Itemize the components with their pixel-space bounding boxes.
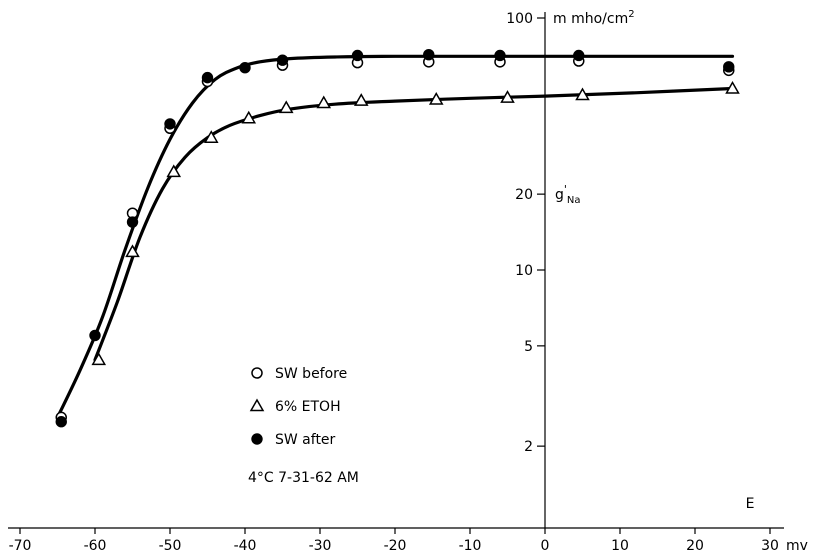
y-tick-label: 2 bbox=[524, 439, 533, 455]
data-point bbox=[91, 352, 107, 366]
legend: SW before 6% ETOH SW after 4°C 7-31-62 AM bbox=[248, 366, 359, 486]
data-point bbox=[351, 49, 364, 62]
y-tick-label: 5 bbox=[524, 339, 533, 355]
x-tick-label: 30 bbox=[761, 538, 779, 552]
y-tick-label: 100 bbox=[506, 11, 533, 27]
legend-marker bbox=[251, 433, 263, 445]
data-point bbox=[316, 95, 332, 109]
y-unit-text: m mho/cm bbox=[553, 11, 628, 27]
data-point bbox=[89, 329, 101, 342]
data-point bbox=[494, 49, 506, 62]
curve-etoh bbox=[93, 86, 735, 362]
data-point bbox=[723, 61, 735, 73]
y-tick-label: 10 bbox=[515, 263, 533, 279]
data-point bbox=[725, 81, 740, 94]
data-point bbox=[203, 130, 219, 143]
data-point bbox=[428, 91, 444, 105]
series-6-etoh bbox=[91, 81, 740, 366]
x-tick-label: -60 bbox=[84, 538, 107, 552]
x-unit-label: mv bbox=[786, 538, 808, 552]
data-point bbox=[575, 87, 590, 101]
y-quantity-label: g'Na bbox=[555, 183, 581, 206]
x-tick-label: -20 bbox=[384, 538, 407, 552]
data-point bbox=[166, 164, 182, 178]
legend-label: SW after bbox=[275, 432, 336, 448]
data-point bbox=[573, 49, 585, 62]
data-point bbox=[126, 216, 139, 228]
x-tick-label: -50 bbox=[159, 538, 182, 552]
x-tick-label: -30 bbox=[309, 538, 332, 552]
x-tick-label: 20 bbox=[686, 538, 704, 552]
y-quantity-prime: ' bbox=[564, 183, 567, 196]
data-point bbox=[423, 49, 435, 61]
data-point bbox=[239, 62, 251, 74]
curve-sw bbox=[55, 54, 735, 419]
legend-marker bbox=[249, 398, 265, 412]
data-point bbox=[241, 110, 257, 124]
data-point bbox=[500, 90, 515, 103]
y-quantity-symbol: g bbox=[555, 187, 564, 203]
data-point bbox=[125, 244, 140, 258]
data-point bbox=[353, 93, 369, 106]
legend-marker bbox=[251, 367, 263, 379]
legend-label: 6% ETOH bbox=[275, 399, 341, 415]
y-unit-label: m mho/cm2 bbox=[553, 9, 635, 27]
axes: -70 -60 -50 -40 -30 -20 -10 0 10 20 30 mv E 2 5 10 20 100… bbox=[8, 9, 808, 552]
y-quantity-subscript: Na bbox=[567, 195, 581, 206]
y-tick-label: 20 bbox=[515, 187, 533, 203]
x-tick-label: 10 bbox=[611, 538, 629, 552]
data-point bbox=[276, 54, 289, 66]
data-point bbox=[164, 118, 176, 130]
x-tick-label: -10 bbox=[459, 538, 482, 552]
data-point bbox=[55, 416, 67, 428]
data-point bbox=[201, 71, 214, 84]
x-axis-name-label: E bbox=[746, 496, 755, 512]
x-tick-label: 0 bbox=[541, 538, 550, 552]
x-tick-label: -70 bbox=[9, 538, 32, 552]
legend-label: SW before bbox=[275, 366, 347, 382]
legend-note: 4°C 7-31-62 AM bbox=[248, 470, 359, 486]
series-sw-after bbox=[55, 49, 735, 428]
fitted-curves bbox=[55, 54, 735, 419]
y-unit-superscript: 2 bbox=[628, 9, 634, 20]
data-point bbox=[278, 100, 294, 114]
data-markers bbox=[55, 49, 740, 428]
series-sw-before bbox=[55, 55, 735, 424]
x-tick-label: -40 bbox=[234, 538, 257, 552]
